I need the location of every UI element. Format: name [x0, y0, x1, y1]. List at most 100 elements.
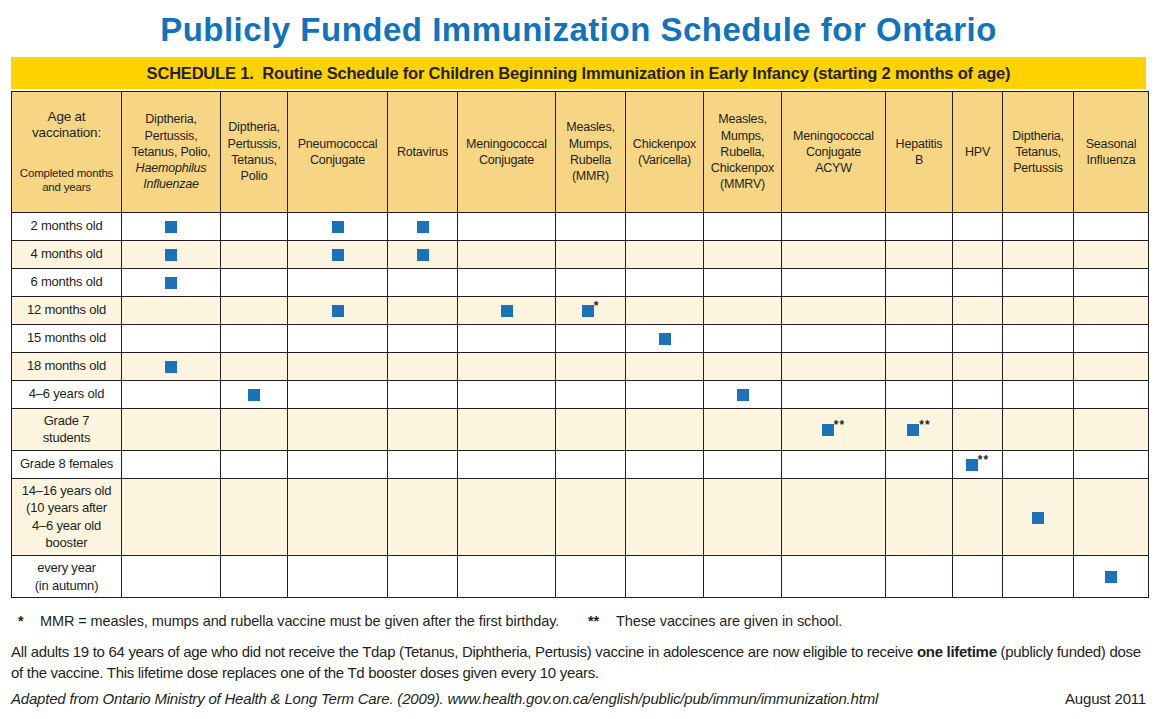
dose-mark-icon — [332, 249, 344, 261]
schedule-cell — [556, 324, 626, 352]
age-header-sublabel: Completed months and years — [12, 166, 121, 196]
dose-mark-icon — [165, 361, 177, 373]
column-header: Diptheria, Pertussis, Tetanus, Polio,Hae… — [122, 92, 221, 212]
schedule-cell — [458, 212, 556, 240]
table-row: 4 months old — [12, 240, 1149, 268]
age-column-header: Age at vaccination: Completed months and… — [12, 92, 122, 212]
column-header-label: Rotavirus — [388, 144, 457, 160]
column-header: Diptheria, Pertussis, Tetanus, Polio — [221, 92, 288, 212]
publication-date: August 2011 — [1065, 690, 1146, 707]
schedule-cell — [886, 212, 953, 240]
schedule-cell — [782, 324, 886, 352]
table-row: 4–6 years old — [12, 380, 1149, 408]
schedule-cell — [221, 352, 288, 380]
schedule-cell — [122, 324, 221, 352]
dose-mark-icon — [165, 249, 177, 261]
table-row: 6 months old — [12, 268, 1149, 296]
schedule-cell — [886, 380, 953, 408]
schedule-cell — [288, 268, 388, 296]
schedule-cell — [388, 408, 458, 450]
mark-wrap — [1032, 512, 1044, 524]
schedule-cell — [953, 296, 1003, 324]
mark-wrap: ** — [966, 459, 989, 471]
schedule-cell — [704, 296, 782, 324]
mark-wrap: ** — [822, 424, 845, 436]
schedule-cell — [953, 408, 1003, 450]
schedule-cell — [953, 352, 1003, 380]
schedule-cell — [886, 352, 953, 380]
schedule-cell — [704, 380, 782, 408]
schedule-cell — [288, 296, 388, 324]
column-header-label: Meningococcal Conjugate — [458, 136, 555, 169]
schedule-cell — [704, 450, 782, 478]
schedule-cell — [458, 296, 556, 324]
column-header: Hepatitis B — [886, 92, 953, 212]
schedule-cell — [122, 212, 221, 240]
schedule-cell — [122, 450, 221, 478]
schedule-cell — [221, 555, 288, 597]
schedule-cell — [1003, 296, 1074, 324]
schedule-cell — [1003, 352, 1074, 380]
schedule-cell — [388, 240, 458, 268]
schedule-cell — [953, 555, 1003, 597]
schedule-cell — [288, 324, 388, 352]
schedule-cell: ** — [782, 408, 886, 450]
table-row: 2 months old — [12, 212, 1149, 240]
column-header-label: Measles, Mumps, Rubella, Chickenpox (MMR… — [704, 111, 781, 192]
mark-footnote-symbol: ** — [978, 454, 989, 466]
column-header-label: Measles, Mumps, Rubella (MMR) — [556, 119, 625, 184]
column-header: Rotavirus — [388, 92, 458, 212]
schedule-cell — [221, 240, 288, 268]
schedule-cell — [704, 555, 782, 597]
schedule-cell — [953, 324, 1003, 352]
dose-mark-icon — [582, 305, 594, 317]
schedule-cell — [122, 408, 221, 450]
immunization-table: Age at vaccination: Completed months and… — [11, 91, 1149, 598]
column-header-label: HPV — [953, 144, 1002, 160]
footnote-star: *MMR = measles, mumps and rubella vaccin… — [18, 613, 588, 629]
row-label: 12 months old — [12, 296, 122, 324]
column-header: Measles, Mumps, Rubella, Chickenpox (MMR… — [704, 92, 782, 212]
dose-mark-icon — [501, 305, 513, 317]
dose-mark-icon — [332, 305, 344, 317]
schedule-cell — [556, 408, 626, 450]
dose-mark-icon — [332, 221, 344, 233]
column-header-label: Pneumococcal Conjugate — [288, 136, 387, 169]
mark-footnote-symbol: * — [594, 300, 600, 312]
footnote-doublestar: **These vaccines are given in school. — [588, 613, 842, 629]
schedule-cell — [556, 212, 626, 240]
schedule-cell — [1074, 450, 1149, 478]
dose-mark-icon — [417, 249, 429, 261]
mark-wrap — [165, 277, 177, 289]
schedule-cell — [388, 212, 458, 240]
schedule-cell — [782, 268, 886, 296]
schedule-cell — [288, 352, 388, 380]
column-header: Chickenpox (Varicella) — [626, 92, 704, 212]
dose-mark-icon — [165, 221, 177, 233]
mark-wrap — [737, 389, 749, 401]
column-header-label: Meningococcal Conjugate ACYW — [782, 128, 885, 177]
schedule-cell — [782, 478, 886, 555]
schedule-cell — [626, 268, 704, 296]
schedule-cell — [458, 478, 556, 555]
dose-mark-icon — [165, 277, 177, 289]
mark-wrap — [332, 249, 344, 261]
schedule-cell — [626, 450, 704, 478]
schedule-cell — [626, 478, 704, 555]
schedule-cell — [388, 352, 458, 380]
schedule-cell — [1003, 450, 1074, 478]
schedule-cell — [388, 450, 458, 478]
schedule-cell — [704, 212, 782, 240]
header-row: Age at vaccination: Completed months and… — [12, 92, 1149, 212]
schedule-cell — [221, 450, 288, 478]
column-header: Seasonal Influenza — [1074, 92, 1149, 212]
schedule-cell — [122, 478, 221, 555]
footnotes-row: *MMR = measles, mumps and rubella vaccin… — [18, 613, 1146, 629]
schedule-cell — [953, 478, 1003, 555]
table-row: 12 months old * — [12, 296, 1149, 324]
schedule-cell — [782, 296, 886, 324]
column-header: HPV — [953, 92, 1003, 212]
row-label: Grade 8 females — [12, 450, 122, 478]
schedule-cell — [458, 268, 556, 296]
table-header: Age at vaccination: Completed months and… — [12, 92, 1149, 212]
